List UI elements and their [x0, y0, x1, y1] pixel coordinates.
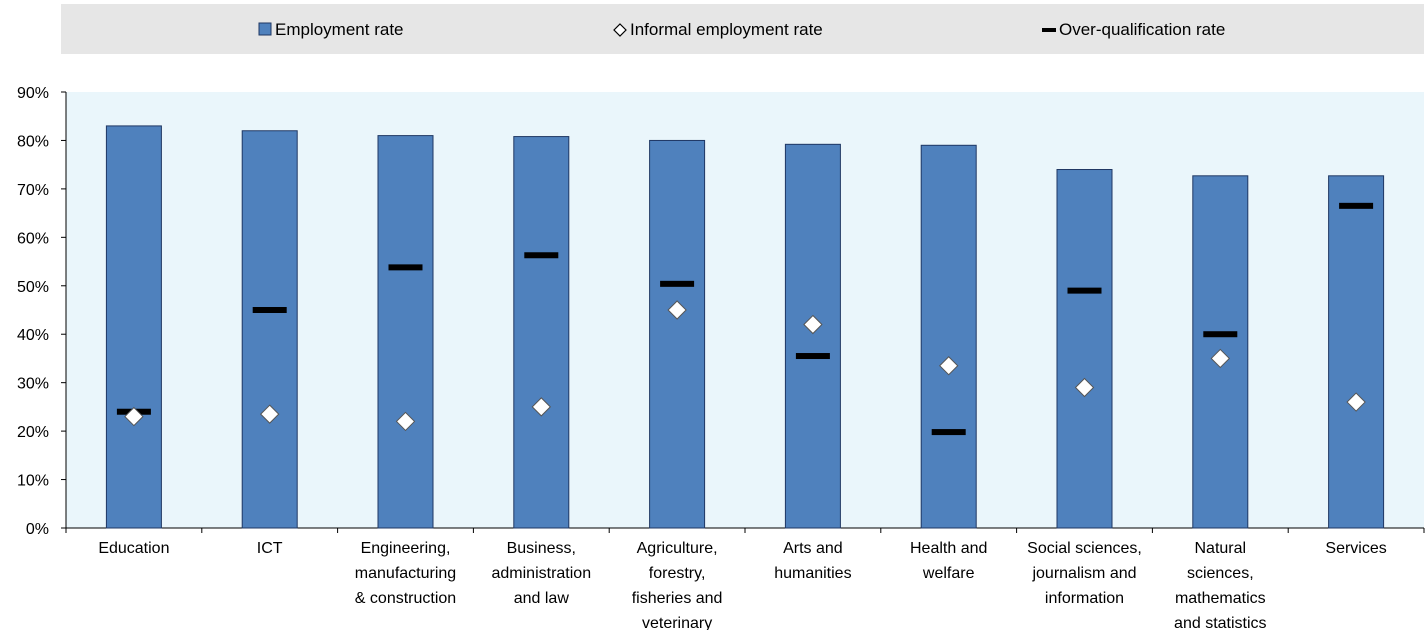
x-tick-labels: Education ICT Engineering, manufacturing & c… [98, 540, 1386, 630]
y-tick-label: 20% [17, 424, 49, 441]
employment-bar [241, 130, 298, 529]
over-qualification-marker [252, 307, 287, 313]
x-tick-label: Social sciences, journalism and informatio… [1027, 540, 1142, 607]
employment-bar [1328, 175, 1385, 529]
x-tick-label: Natural sciences, mathematics and statistic… [1174, 540, 1266, 630]
legend-background [61, 4, 1424, 54]
informal-employment-marker [124, 406, 144, 427]
informal-employment-marker [259, 404, 280, 424]
employment-bar [513, 136, 570, 529]
over-qualification-marker [524, 252, 559, 259]
x-tick-label: Business, administration and law [491, 540, 591, 607]
employment-bar [784, 143, 841, 529]
informal-employment-marker [1074, 377, 1095, 398]
employment-bar [105, 125, 162, 529]
legend-label-overqual: Over-qualification rate [1059, 20, 1225, 39]
informal-markers [124, 300, 1366, 432]
over-qualification-marker [931, 429, 966, 436]
y-axis: 0% 10% 20% 30% 40% 50% 60% 70% 80% 90% [17, 85, 67, 538]
x-tick-label: Health and welfare [910, 540, 987, 582]
informal-employment-marker [395, 411, 416, 432]
y-tick-label: 60% [17, 230, 49, 247]
over-qualification-marker [795, 353, 830, 360]
over-qualification-marker [1339, 202, 1374, 209]
employment-bar [920, 144, 977, 529]
y-tick-label: 90% [17, 85, 49, 102]
legend-label-employment: Employment rate [275, 20, 404, 39]
y-tick-label: 0% [26, 521, 49, 538]
legend-swatch-overqual [1042, 28, 1056, 32]
x-axis [65, 527, 1425, 533]
y-tick-label: 40% [17, 327, 49, 344]
informal-employment-marker [531, 397, 552, 417]
y-tick-label: 30% [17, 376, 49, 393]
over-qualification-marker [1203, 331, 1238, 338]
x-tick-label: Agriculture, forestry, fisheries and veteri… [632, 540, 723, 630]
informal-employment-marker [1346, 392, 1366, 412]
informal-employment-marker [803, 314, 823, 335]
employment-bar [1056, 169, 1113, 529]
x-tick-label: Arts and humanities [774, 540, 851, 582]
legend-swatch-informal [613, 23, 627, 37]
y-tick-label: 70% [17, 182, 49, 199]
employment-bar [649, 139, 706, 529]
y-tick-label: 80% [17, 133, 49, 150]
x-tick-label: Engineering, manufacturing & construction [355, 540, 456, 607]
x-tick-label: Education [98, 540, 169, 557]
over-qualification-marker [1067, 287, 1102, 294]
legend-label-informal: Informal employment rate [630, 20, 823, 39]
legend-swatch-employment [258, 22, 272, 36]
informal-employment-marker [938, 356, 959, 376]
informal-employment-marker [1210, 348, 1231, 369]
informal-employment-marker [667, 300, 687, 320]
x-tick-label: Services [1325, 540, 1386, 557]
y-tick-label: 50% [17, 279, 49, 296]
x-tick-label: ICT [257, 540, 283, 557]
employment-bar [377, 135, 434, 529]
y-tick-label: 10% [17, 473, 49, 490]
over-qualification-marker [660, 280, 695, 287]
over-qualification-marker [388, 264, 423, 271]
bars [105, 125, 1385, 529]
legend: Employment rate Informal employment rate… [258, 20, 1225, 39]
